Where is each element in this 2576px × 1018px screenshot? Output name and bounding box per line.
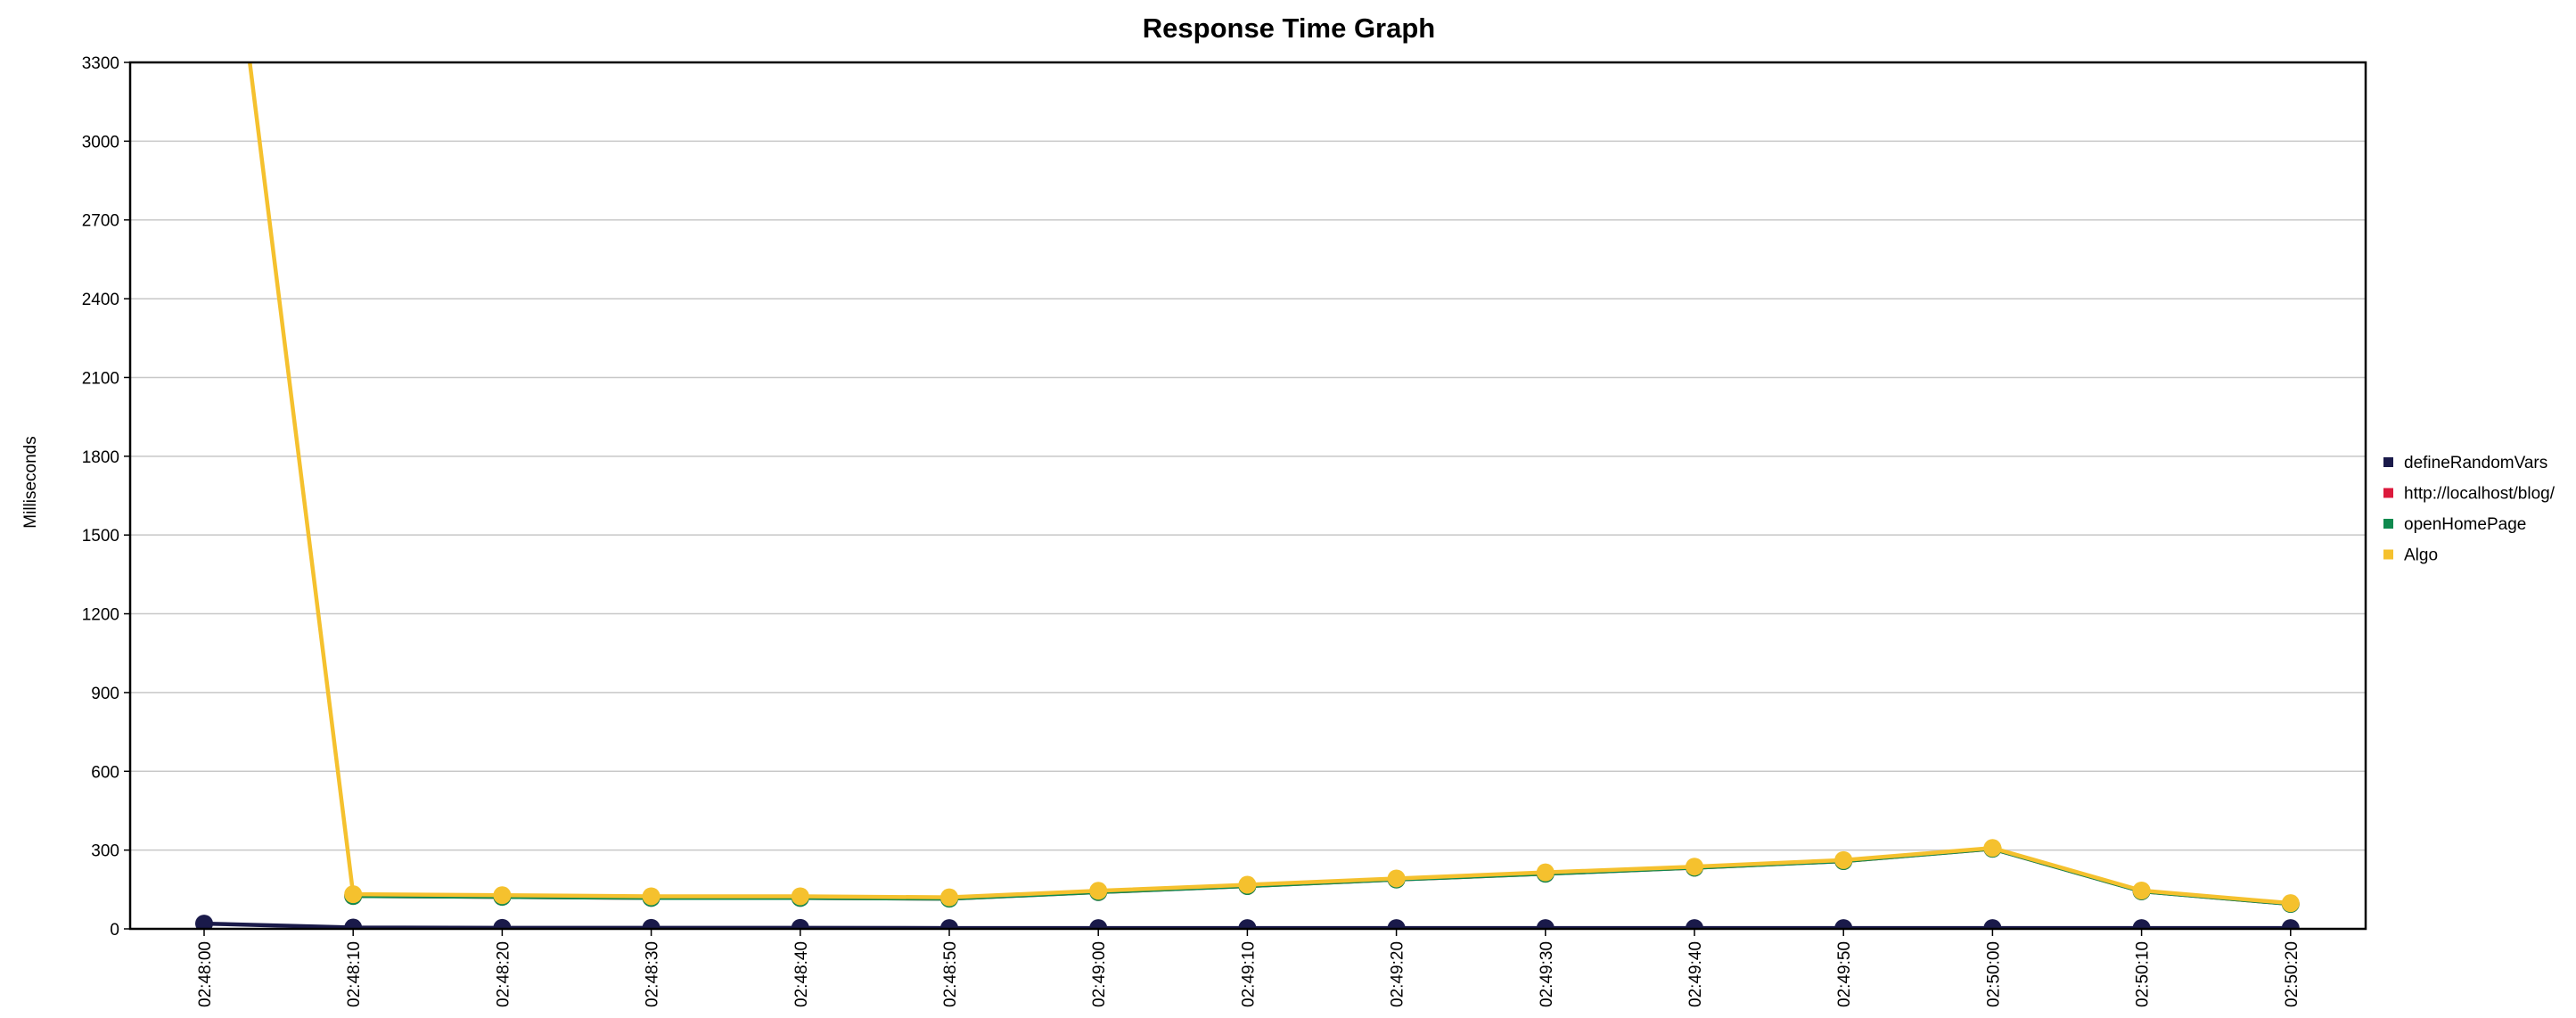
data-point (195, 915, 213, 929)
y-tick-label: 1200 (82, 606, 119, 625)
x-tick-label: 02:48:40 (792, 941, 811, 1007)
x-tick-label: 02:48:50 (941, 941, 960, 1007)
y-tick-label: 1800 (82, 448, 119, 467)
y-axis-ticks: 0 300 600 900 1200 1500 1800 2100 2400 2700 3000 33… (82, 54, 130, 940)
data-point (1536, 863, 1555, 882)
x-tick-label: 02:50:20 (2283, 941, 2301, 1007)
data-point (642, 887, 660, 906)
y-axis-label: Milliseconds (21, 436, 40, 528)
y-tick-label: 3300 (82, 54, 119, 73)
legend-label: defineRandomVars (2404, 454, 2547, 472)
x-tick-label: 02:49:50 (1835, 941, 1854, 1007)
data-point (1089, 882, 1108, 900)
data-point (791, 918, 809, 929)
data-point (1089, 919, 1108, 929)
data-point (1983, 919, 2002, 929)
data-point (1686, 858, 1703, 876)
x-tick-label: 02:49:20 (1389, 941, 1407, 1007)
data-point (344, 885, 363, 904)
data-point (1238, 919, 1257, 929)
grid-lines (130, 140, 2366, 851)
y-tick-label: 600 (91, 763, 119, 782)
data-point (1387, 919, 1406, 929)
data-point (2281, 894, 2300, 913)
data-point (791, 887, 809, 906)
x-tick-label: 02:50:10 (2134, 941, 2153, 1007)
data-point (2281, 919, 2300, 929)
y-tick-label: 2100 (82, 369, 119, 388)
x-tick-label: 02:48:10 (345, 941, 364, 1007)
legend-swatch (2383, 519, 2393, 529)
data-point (1686, 919, 1703, 929)
y-tick-label: 900 (91, 685, 119, 703)
legend-label: http://localhost/blog/ (2404, 485, 2555, 504)
x-tick-label: 02:49:30 (1538, 941, 1556, 1007)
data-point (493, 918, 512, 929)
legend-swatch (2383, 488, 2393, 498)
x-tick-label: 02:50:00 (1984, 941, 2003, 1007)
data-point (1834, 919, 1853, 929)
data-point (1387, 869, 1406, 888)
x-tick-label: 02:48:00 (196, 941, 215, 1007)
legend-swatch (2383, 549, 2393, 560)
data-point (2132, 881, 2151, 899)
x-tick-label: 02:49:00 (1090, 941, 1109, 1007)
y-tick-label: 3000 (82, 133, 119, 152)
plot-frame (128, 61, 2367, 931)
data-point (642, 918, 660, 929)
x-axis-ticks: 02:48:00 02:48:10 02:48:20 02:48:30 02:48:40… (196, 929, 2301, 1007)
y-tick-label: 2400 (82, 291, 119, 309)
series-3 (247, 62, 2300, 913)
data-point (940, 888, 958, 907)
legend-swatch (2383, 457, 2393, 467)
data-point (940, 919, 958, 929)
data-point (344, 918, 363, 929)
data-point (493, 886, 512, 905)
y-tick-label: 1500 (82, 527, 119, 546)
x-tick-label: 02:48:30 (644, 941, 662, 1007)
data-point (1834, 850, 1853, 869)
y-tick-label: 0 (110, 921, 119, 940)
legend-label: Algo (2404, 546, 2438, 565)
x-tick-label: 02:49:10 (1239, 941, 1258, 1007)
chart-title: Response Time Graph (1143, 12, 1435, 44)
data-point (1983, 839, 2002, 858)
data-point (1238, 875, 1257, 894)
data-point (1536, 919, 1555, 929)
y-tick-label: 2700 (82, 212, 119, 231)
legend: defineRandomVars http://localhost/blog/op… (2383, 454, 2555, 565)
series-line (247, 62, 2291, 906)
data-point (2132, 919, 2151, 929)
legend-label: openHomePage (2404, 515, 2526, 534)
y-tick-label: 300 (91, 842, 119, 861)
x-tick-label: 02:48:20 (494, 941, 513, 1007)
x-tick-label: 02:49:40 (1686, 941, 1705, 1007)
